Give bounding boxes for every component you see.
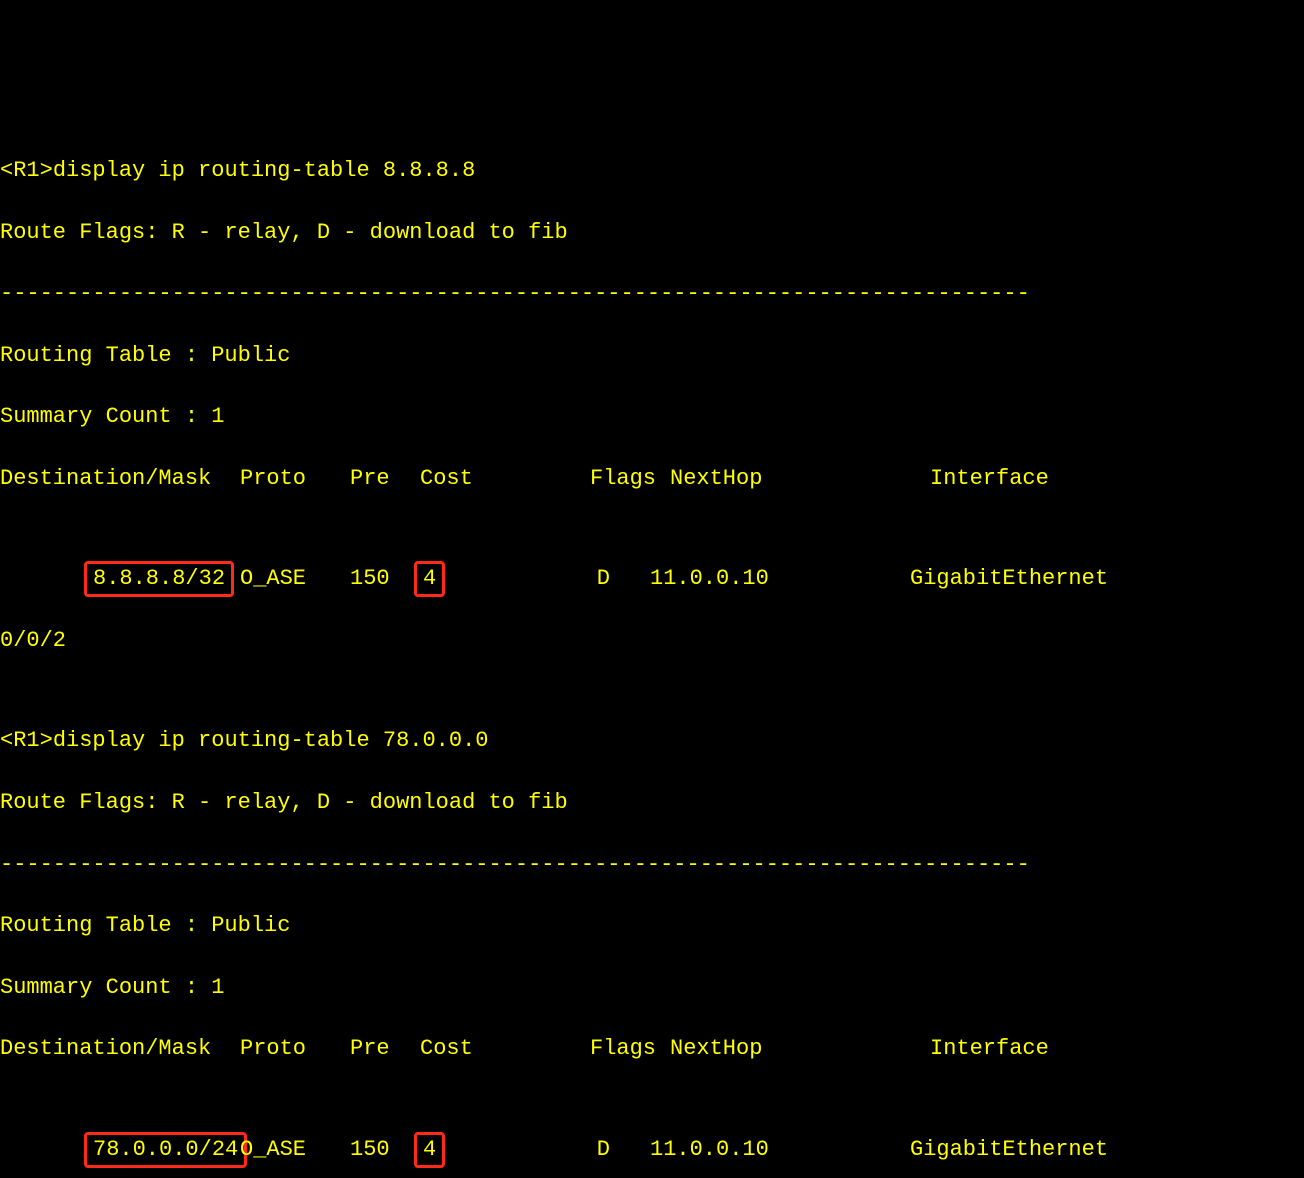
table-title-1: Routing Table : Public bbox=[0, 341, 1304, 372]
prompt-2: <R1> bbox=[0, 728, 53, 753]
cell-interface-2: GigabitEthernet bbox=[910, 1135, 1108, 1166]
highlight-cost-1: 4 bbox=[414, 561, 445, 597]
cell-interface-1: GigabitEthernet bbox=[910, 564, 1108, 595]
summary-count-2: Summary Count : 1 bbox=[0, 973, 1304, 1004]
cell-nexthop-2: 11.0.0.10 bbox=[650, 1135, 910, 1166]
cell-nexthop-1: 11.0.0.10 bbox=[650, 564, 910, 595]
cell-pre-2: 150 bbox=[350, 1135, 420, 1166]
highlight-dest-2: 78.0.0.0/24 bbox=[84, 1132, 247, 1168]
header-proto-2: Proto bbox=[240, 1034, 350, 1065]
prompt: <R1> bbox=[0, 158, 53, 183]
table-header-2: Destination/MaskProtoPreCostFlagsNextHop… bbox=[0, 1034, 1304, 1065]
continuation-1: 0/0/2 bbox=[0, 626, 1304, 657]
cell-flags-2: D bbox=[470, 1135, 650, 1166]
header-proto: Proto bbox=[240, 464, 350, 495]
header-interface: Interface bbox=[930, 464, 1049, 495]
highlight-dest-1: 8.8.8.8/32 bbox=[84, 561, 234, 597]
table-title-2: Routing Table : Public bbox=[0, 911, 1304, 942]
divider-2: ----------------------------------------… bbox=[0, 850, 1304, 881]
table-row-1: 8.8.8.8/32O_ASE1504D11.0.0.10GigabitEthe… bbox=[0, 564, 1304, 595]
route-flags-line-1: Route Flags: R - relay, D - download to … bbox=[0, 218, 1304, 249]
header-pre: Pre bbox=[350, 464, 420, 495]
header-nexthop-2: NextHop bbox=[670, 1034, 930, 1065]
header-flags-2: Flags bbox=[590, 1034, 670, 1065]
divider-1: ----------------------------------------… bbox=[0, 279, 1304, 310]
header-cost-2: Cost bbox=[420, 1034, 590, 1065]
terminal-output: <R1>display ip routing-table 8.8.8.8 Rou… bbox=[0, 123, 1304, 1178]
cell-proto-2: O_ASE bbox=[240, 1135, 350, 1166]
header-pre-2: Pre bbox=[350, 1034, 420, 1065]
command-text: display ip routing-table 8.8.8.8 bbox=[53, 158, 475, 183]
header-dest: Destination/Mask bbox=[0, 464, 240, 495]
cell-flags-1: D bbox=[470, 564, 650, 595]
command-line-2: <R1>display ip routing-table 78.0.0.0 bbox=[0, 726, 1304, 757]
command-line-1: <R1>display ip routing-table 8.8.8.8 bbox=[0, 156, 1304, 187]
header-interface-2: Interface bbox=[930, 1034, 1049, 1065]
table-row-2: 78.0.0.0/24O_ASE1504D11.0.0.10GigabitEth… bbox=[0, 1135, 1304, 1166]
cell-proto-1: O_ASE bbox=[240, 564, 350, 595]
summary-count-1: Summary Count : 1 bbox=[0, 402, 1304, 433]
header-flags: Flags bbox=[590, 464, 670, 495]
highlight-cost-2: 4 bbox=[414, 1132, 445, 1168]
header-dest-2: Destination/Mask bbox=[0, 1034, 240, 1065]
header-cost: Cost bbox=[420, 464, 590, 495]
route-flags-line-2: Route Flags: R - relay, D - download to … bbox=[0, 788, 1304, 819]
header-nexthop: NextHop bbox=[670, 464, 930, 495]
table-header-1: Destination/MaskProtoPreCostFlagsNextHop… bbox=[0, 464, 1304, 495]
cell-pre-1: 150 bbox=[350, 564, 420, 595]
command-text-2: display ip routing-table 78.0.0.0 bbox=[53, 728, 489, 753]
